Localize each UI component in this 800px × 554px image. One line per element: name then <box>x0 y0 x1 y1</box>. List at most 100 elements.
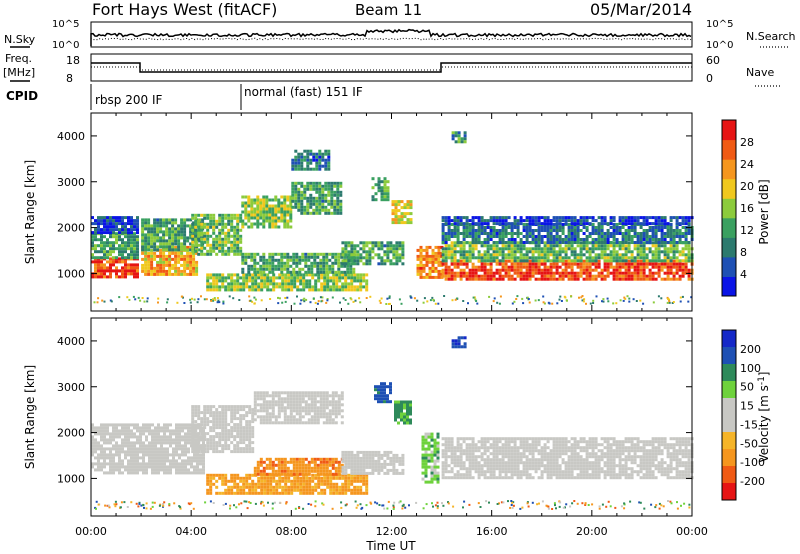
velocity-cell <box>130 423 133 427</box>
power-cell <box>621 235 625 238</box>
power-cell <box>386 192 390 196</box>
velocity-cell <box>224 405 228 409</box>
power-cell <box>615 253 619 257</box>
power-cell <box>94 231 97 235</box>
power-cell <box>323 279 327 283</box>
power-cell <box>241 252 245 256</box>
power-cell <box>486 226 490 229</box>
power-cell <box>327 187 331 191</box>
power-cell <box>280 255 284 259</box>
power-scatter-cell <box>527 298 530 300</box>
power-cell <box>212 219 216 223</box>
velocity-cell <box>160 450 163 454</box>
power-cell <box>389 250 393 254</box>
power-cell <box>233 249 237 253</box>
power-cell <box>323 276 327 280</box>
power-cell <box>434 266 438 270</box>
power-scatter-cell <box>189 301 192 304</box>
velocity-cell <box>286 394 290 398</box>
velocity-cell <box>215 420 219 424</box>
power-cell <box>195 245 199 249</box>
velocity-cell <box>127 426 130 430</box>
power-cell <box>651 274 655 278</box>
power-cell <box>280 204 284 208</box>
velocity-cell <box>197 414 201 418</box>
power-scatter-cell <box>181 295 184 298</box>
power-cell <box>218 216 222 220</box>
velocity-cell <box>103 465 106 469</box>
power-cell <box>609 219 613 223</box>
power-cell <box>103 263 106 267</box>
power-cell <box>124 235 127 239</box>
velocity-cell <box>151 465 154 469</box>
power-cell <box>540 268 544 272</box>
power-cell <box>645 262 649 266</box>
power-cell <box>283 225 287 229</box>
power-cell <box>666 265 670 269</box>
power-cell <box>675 256 679 260</box>
power-cell <box>463 131 467 135</box>
power-cell <box>528 277 532 281</box>
power-cell <box>233 288 237 292</box>
power-cell <box>183 227 187 231</box>
power-cell <box>406 212 410 216</box>
velocity-cell <box>199 462 202 466</box>
power-cell <box>341 250 345 254</box>
power-scatter-cell <box>141 297 144 299</box>
velocity-cell <box>301 391 305 395</box>
power-cell <box>299 288 303 292</box>
power-cell <box>462 226 466 229</box>
power-cell <box>177 257 181 261</box>
power-cell <box>684 235 688 238</box>
velocity-cell <box>172 453 175 457</box>
power-cell <box>492 253 496 257</box>
power-cell <box>687 253 691 257</box>
velocity-cell <box>194 411 198 415</box>
velocity-cell <box>218 414 222 418</box>
power-cell <box>253 267 257 271</box>
power-scatter-cell <box>681 295 684 298</box>
power-cell <box>259 213 263 217</box>
velocity-cell <box>194 426 198 430</box>
power-cell <box>359 253 363 257</box>
power-cell <box>522 223 526 226</box>
power-cell <box>141 239 145 243</box>
power-cell <box>543 250 547 254</box>
power-scatter-cell <box>157 301 159 304</box>
power-cell <box>274 219 278 223</box>
power-cell <box>591 268 595 272</box>
power-cell <box>274 207 278 211</box>
power-cell <box>269 276 273 280</box>
power-scatter-cell <box>385 303 388 305</box>
power-cell <box>221 273 225 277</box>
power-cell <box>459 250 463 254</box>
velocity-cell <box>148 453 151 457</box>
power-cell <box>516 232 520 235</box>
power-cell <box>241 225 245 229</box>
velocity-cell <box>271 406 275 410</box>
power-cell <box>594 229 598 232</box>
velocity-cell <box>251 408 255 412</box>
power-cell <box>513 259 517 263</box>
power-cell <box>307 252 311 256</box>
power-cell <box>585 241 589 244</box>
power-cell <box>290 279 294 283</box>
power-scatter-cell <box>583 298 586 301</box>
power-cell <box>321 202 325 206</box>
power-cell <box>227 216 231 220</box>
power-cell <box>672 256 676 260</box>
power-cell <box>329 288 333 292</box>
power-cell <box>642 253 646 257</box>
power-cell <box>525 265 529 269</box>
freq-bottom-tick: 8 <box>66 72 73 85</box>
velocity-cell <box>239 441 243 445</box>
power-cell <box>471 250 475 254</box>
power-cell <box>341 253 345 257</box>
velocity-cell <box>97 459 100 463</box>
power-cell <box>115 225 118 229</box>
power-cell <box>239 234 243 238</box>
power-cell <box>91 231 94 235</box>
power-cell <box>558 216 562 220</box>
nsky-label: N.Sky <box>4 33 36 46</box>
power-cell <box>394 203 398 207</box>
